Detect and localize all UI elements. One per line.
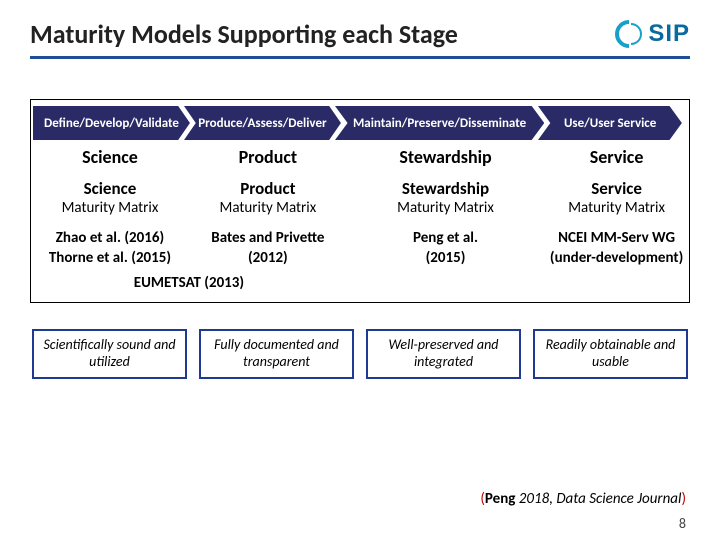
ref-product: Bates and Privette (2012) (189, 217, 347, 268)
ref-line: Zhao et al. (2016) (31, 229, 189, 249)
ref-stewardship: Peng et al. (2015) (347, 217, 544, 268)
category-row: Science Product Stewardship Service (31, 140, 689, 168)
references-row: Zhao et al. (2016) Thorne et al. (2015) … (31, 217, 689, 268)
summary-box-stewardship: Well-preserved and integrated (366, 329, 521, 379)
category-science: Science (31, 140, 189, 168)
ref-line: (2012) (189, 249, 347, 269)
summary-box-service: Readily obtainable and usable (533, 329, 688, 379)
citation: (Peng 2018, Data Science Journal) (480, 490, 686, 508)
matrix-title-row: Science Product Stewardship Service (31, 168, 689, 199)
matrix-sub: Maturity Matrix (347, 199, 544, 217)
chevron-use: Use/User Service (538, 106, 682, 140)
chevron-label: Define/Develop/Validate (44, 116, 179, 131)
maturity-diagram: Define/Develop/Validate Produce/Assess/D… (30, 99, 690, 303)
matrix-title: Science (31, 168, 189, 199)
matrix-sub: Maturity Matrix (31, 199, 189, 217)
logo-arc-icon (614, 19, 644, 49)
chevron-define: Define/Develop/Validate (33, 106, 190, 140)
summary-box-science: Scientifically sound and utilized (32, 329, 187, 379)
matrix-sub: Maturity Matrix (189, 199, 347, 217)
logo: SIP (614, 19, 690, 49)
matrix-sub-row: Maturity Matrix Maturity Matrix Maturity… (31, 199, 689, 217)
ref-line: Peng et al. (347, 229, 544, 249)
matrix-sub: Maturity Matrix (544, 199, 689, 217)
ref-line: (under-development) (544, 249, 689, 269)
eumetsat-row: EUMETSAT (2013) (31, 268, 689, 302)
page-title: Maturity Models Supporting each Stage (30, 18, 458, 50)
citation-rest: 2018, Data Science Journal (515, 490, 681, 508)
category-stewardship: Stewardship (347, 140, 544, 168)
matrix-title: Service (544, 168, 689, 199)
category-product: Product (189, 140, 347, 168)
matrix-title: Stewardship (347, 168, 544, 199)
citation-author: Peng (485, 490, 515, 508)
ref-line: (2015) (347, 249, 544, 269)
summary-row: Scientifically sound and utilized Fully … (30, 329, 690, 379)
category-service: Service (544, 140, 689, 168)
chevron-label: Maintain/Preserve/Disseminate (353, 116, 526, 131)
chevron-produce: Produce/Assess/Deliver (184, 106, 341, 140)
ref-science: Zhao et al. (2016) Thorne et al. (2015) (31, 217, 189, 268)
ref-service: NCEI MM-Serv WG (under-development) (544, 217, 689, 268)
citation-close-paren: ) (681, 490, 686, 508)
chevron-label: Use/User Service (564, 116, 656, 131)
header: Maturity Models Supporting each Stage SI… (30, 18, 690, 50)
slide: Maturity Models Supporting each Stage SI… (0, 0, 720, 540)
summary-box-product: Fully documented and transparent (199, 329, 354, 379)
ref-line: Thorne et al. (2015) (31, 249, 189, 269)
ref-line: Bates and Privette (189, 229, 347, 249)
chevron-label: Produce/Assess/Deliver (198, 116, 326, 131)
lifecycle-chevron-row: Define/Develop/Validate Produce/Assess/D… (31, 100, 689, 140)
ref-line: NCEI MM-Serv WG (544, 229, 689, 249)
ref-eumetsat: EUMETSAT (2013) (31, 274, 347, 292)
chevron-maintain: Maintain/Preserve/Disseminate (335, 106, 544, 140)
page-number: 8 (679, 515, 686, 532)
header-rule (30, 56, 690, 59)
logo-text: SIP (648, 20, 690, 48)
matrix-title: Product (189, 168, 347, 199)
